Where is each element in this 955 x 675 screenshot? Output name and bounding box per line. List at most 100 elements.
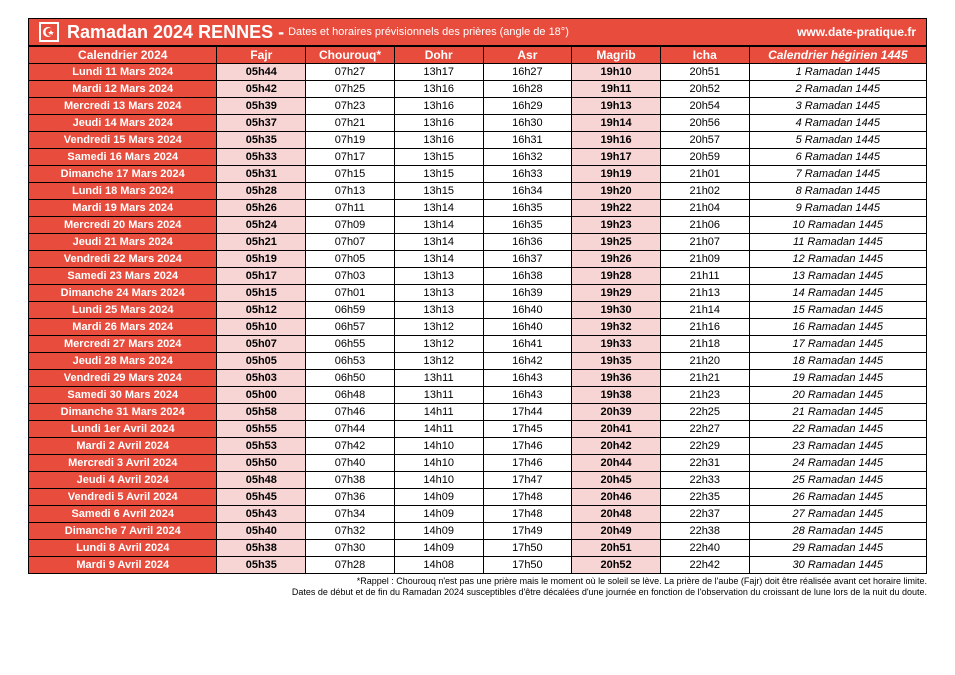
fajr-cell: 05h19 <box>217 251 306 268</box>
fajr-cell: 05h55 <box>217 421 306 438</box>
table-row: Mardi 9 Avril 202405h3507h2814h0817h5020… <box>29 557 927 574</box>
time-cell: 16h39 <box>483 285 572 302</box>
header-bar: Ramadan 2024 RENNES - Dates et horaires … <box>28 18 927 46</box>
time-cell: 14h10 <box>394 472 483 489</box>
time-cell: 14h08 <box>394 557 483 574</box>
date-cell: Jeudi 4 Avril 2024 <box>29 472 217 489</box>
hijri-cell: 27 Ramadan 1445 <box>749 506 926 523</box>
date-cell: Mercredi 27 Mars 2024 <box>29 336 217 353</box>
fajr-cell: 05h17 <box>217 268 306 285</box>
column-header: Fajr <box>217 47 306 64</box>
time-cell: 17h46 <box>483 438 572 455</box>
fajr-cell: 05h53 <box>217 438 306 455</box>
time-cell: 14h11 <box>394 404 483 421</box>
time-cell: 16h42 <box>483 353 572 370</box>
fajr-cell: 05h44 <box>217 64 306 81</box>
time-cell: 13h16 <box>394 81 483 98</box>
time-cell: 07h40 <box>306 455 395 472</box>
fajr-cell: 05h35 <box>217 132 306 149</box>
magrib-cell: 19h25 <box>572 234 661 251</box>
time-cell: 06h55 <box>306 336 395 353</box>
table-row: Dimanche 7 Avril 202405h4007h3214h0917h4… <box>29 523 927 540</box>
time-cell: 22h42 <box>660 557 749 574</box>
fajr-cell: 05h33 <box>217 149 306 166</box>
fajr-cell: 05h40 <box>217 523 306 540</box>
time-cell: 06h53 <box>306 353 395 370</box>
fajr-cell: 05h03 <box>217 370 306 387</box>
time-cell: 13h14 <box>394 234 483 251</box>
fajr-cell: 05h31 <box>217 166 306 183</box>
magrib-cell: 19h14 <box>572 115 661 132</box>
time-cell: 17h45 <box>483 421 572 438</box>
hijri-cell: 29 Ramadan 1445 <box>749 540 926 557</box>
table-header-row: Calendrier 2024FajrChourouq*DohrAsrMagri… <box>29 47 927 64</box>
time-cell: 07h36 <box>306 489 395 506</box>
time-cell: 13h13 <box>394 268 483 285</box>
time-cell: 13h14 <box>394 217 483 234</box>
time-cell: 20h51 <box>660 64 749 81</box>
time-cell: 13h16 <box>394 98 483 115</box>
time-cell: 22h35 <box>660 489 749 506</box>
table-row: Lundi 25 Mars 202405h1206h5913h1316h4019… <box>29 302 927 319</box>
magrib-cell: 19h29 <box>572 285 661 302</box>
hijri-cell: 18 Ramadan 1445 <box>749 353 926 370</box>
time-cell: 20h59 <box>660 149 749 166</box>
fajr-cell: 05h38 <box>217 540 306 557</box>
hijri-cell: 30 Ramadan 1445 <box>749 557 926 574</box>
date-cell: Mardi 19 Mars 2024 <box>29 200 217 217</box>
time-cell: 16h31 <box>483 132 572 149</box>
date-cell: Dimanche 17 Mars 2024 <box>29 166 217 183</box>
fajr-cell: 05h24 <box>217 217 306 234</box>
page-title: Ramadan 2024 RENNES - <box>67 22 284 43</box>
table-row: Jeudi 28 Mars 202405h0506h5313h1216h4219… <box>29 353 927 370</box>
date-cell: Vendredi 29 Mars 2024 <box>29 370 217 387</box>
time-cell: 07h32 <box>306 523 395 540</box>
time-cell: 17h47 <box>483 472 572 489</box>
magrib-cell: 19h20 <box>572 183 661 200</box>
magrib-cell: 19h17 <box>572 149 661 166</box>
hijri-cell: 9 Ramadan 1445 <box>749 200 926 217</box>
table-row: Mardi 12 Mars 202405h4207h2513h1616h2819… <box>29 81 927 98</box>
date-cell: Lundi 25 Mars 2024 <box>29 302 217 319</box>
column-header: Asr <box>483 47 572 64</box>
time-cell: 07h19 <box>306 132 395 149</box>
time-cell: 16h37 <box>483 251 572 268</box>
time-cell: 07h13 <box>306 183 395 200</box>
magrib-cell: 20h51 <box>572 540 661 557</box>
table-row: Vendredi 22 Mars 202405h1907h0513h1416h3… <box>29 251 927 268</box>
table-row: Mardi 26 Mars 202405h1006h5713h1216h4019… <box>29 319 927 336</box>
time-cell: 07h01 <box>306 285 395 302</box>
time-cell: 21h13 <box>660 285 749 302</box>
hijri-cell: 12 Ramadan 1445 <box>749 251 926 268</box>
table-row: Lundi 8 Avril 202405h3807h3014h0917h5020… <box>29 540 927 557</box>
time-cell: 17h49 <box>483 523 572 540</box>
time-cell: 21h04 <box>660 200 749 217</box>
hijri-cell: 1 Ramadan 1445 <box>749 64 926 81</box>
time-cell: 13h12 <box>394 353 483 370</box>
hijri-cell: 19 Ramadan 1445 <box>749 370 926 387</box>
date-cell: Mardi 26 Mars 2024 <box>29 319 217 336</box>
time-cell: 16h30 <box>483 115 572 132</box>
table-body: Lundi 11 Mars 202405h4407h2713h1716h2719… <box>29 64 927 574</box>
time-cell: 22h29 <box>660 438 749 455</box>
date-cell: Mercredi 20 Mars 2024 <box>29 217 217 234</box>
fajr-cell: 05h28 <box>217 183 306 200</box>
magrib-cell: 20h42 <box>572 438 661 455</box>
site-url: www.date-pratique.fr <box>797 25 916 39</box>
time-cell: 22h27 <box>660 421 749 438</box>
time-cell: 16h34 <box>483 183 572 200</box>
flag-icon <box>39 22 59 42</box>
time-cell: 21h11 <box>660 268 749 285</box>
time-cell: 16h38 <box>483 268 572 285</box>
magrib-cell: 19h10 <box>572 64 661 81</box>
fajr-cell: 05h42 <box>217 81 306 98</box>
time-cell: 16h40 <box>483 319 572 336</box>
footnote-line: Dates de début et de fin du Ramadan 2024… <box>28 587 927 598</box>
date-cell: Vendredi 22 Mars 2024 <box>29 251 217 268</box>
footnote-line: *Rappel : Chourouq n'est pas une prière … <box>28 576 927 587</box>
date-cell: Samedi 6 Avril 2024 <box>29 506 217 523</box>
time-cell: 20h54 <box>660 98 749 115</box>
magrib-cell: 19h33 <box>572 336 661 353</box>
time-cell: 21h23 <box>660 387 749 404</box>
hijri-cell: 13 Ramadan 1445 <box>749 268 926 285</box>
